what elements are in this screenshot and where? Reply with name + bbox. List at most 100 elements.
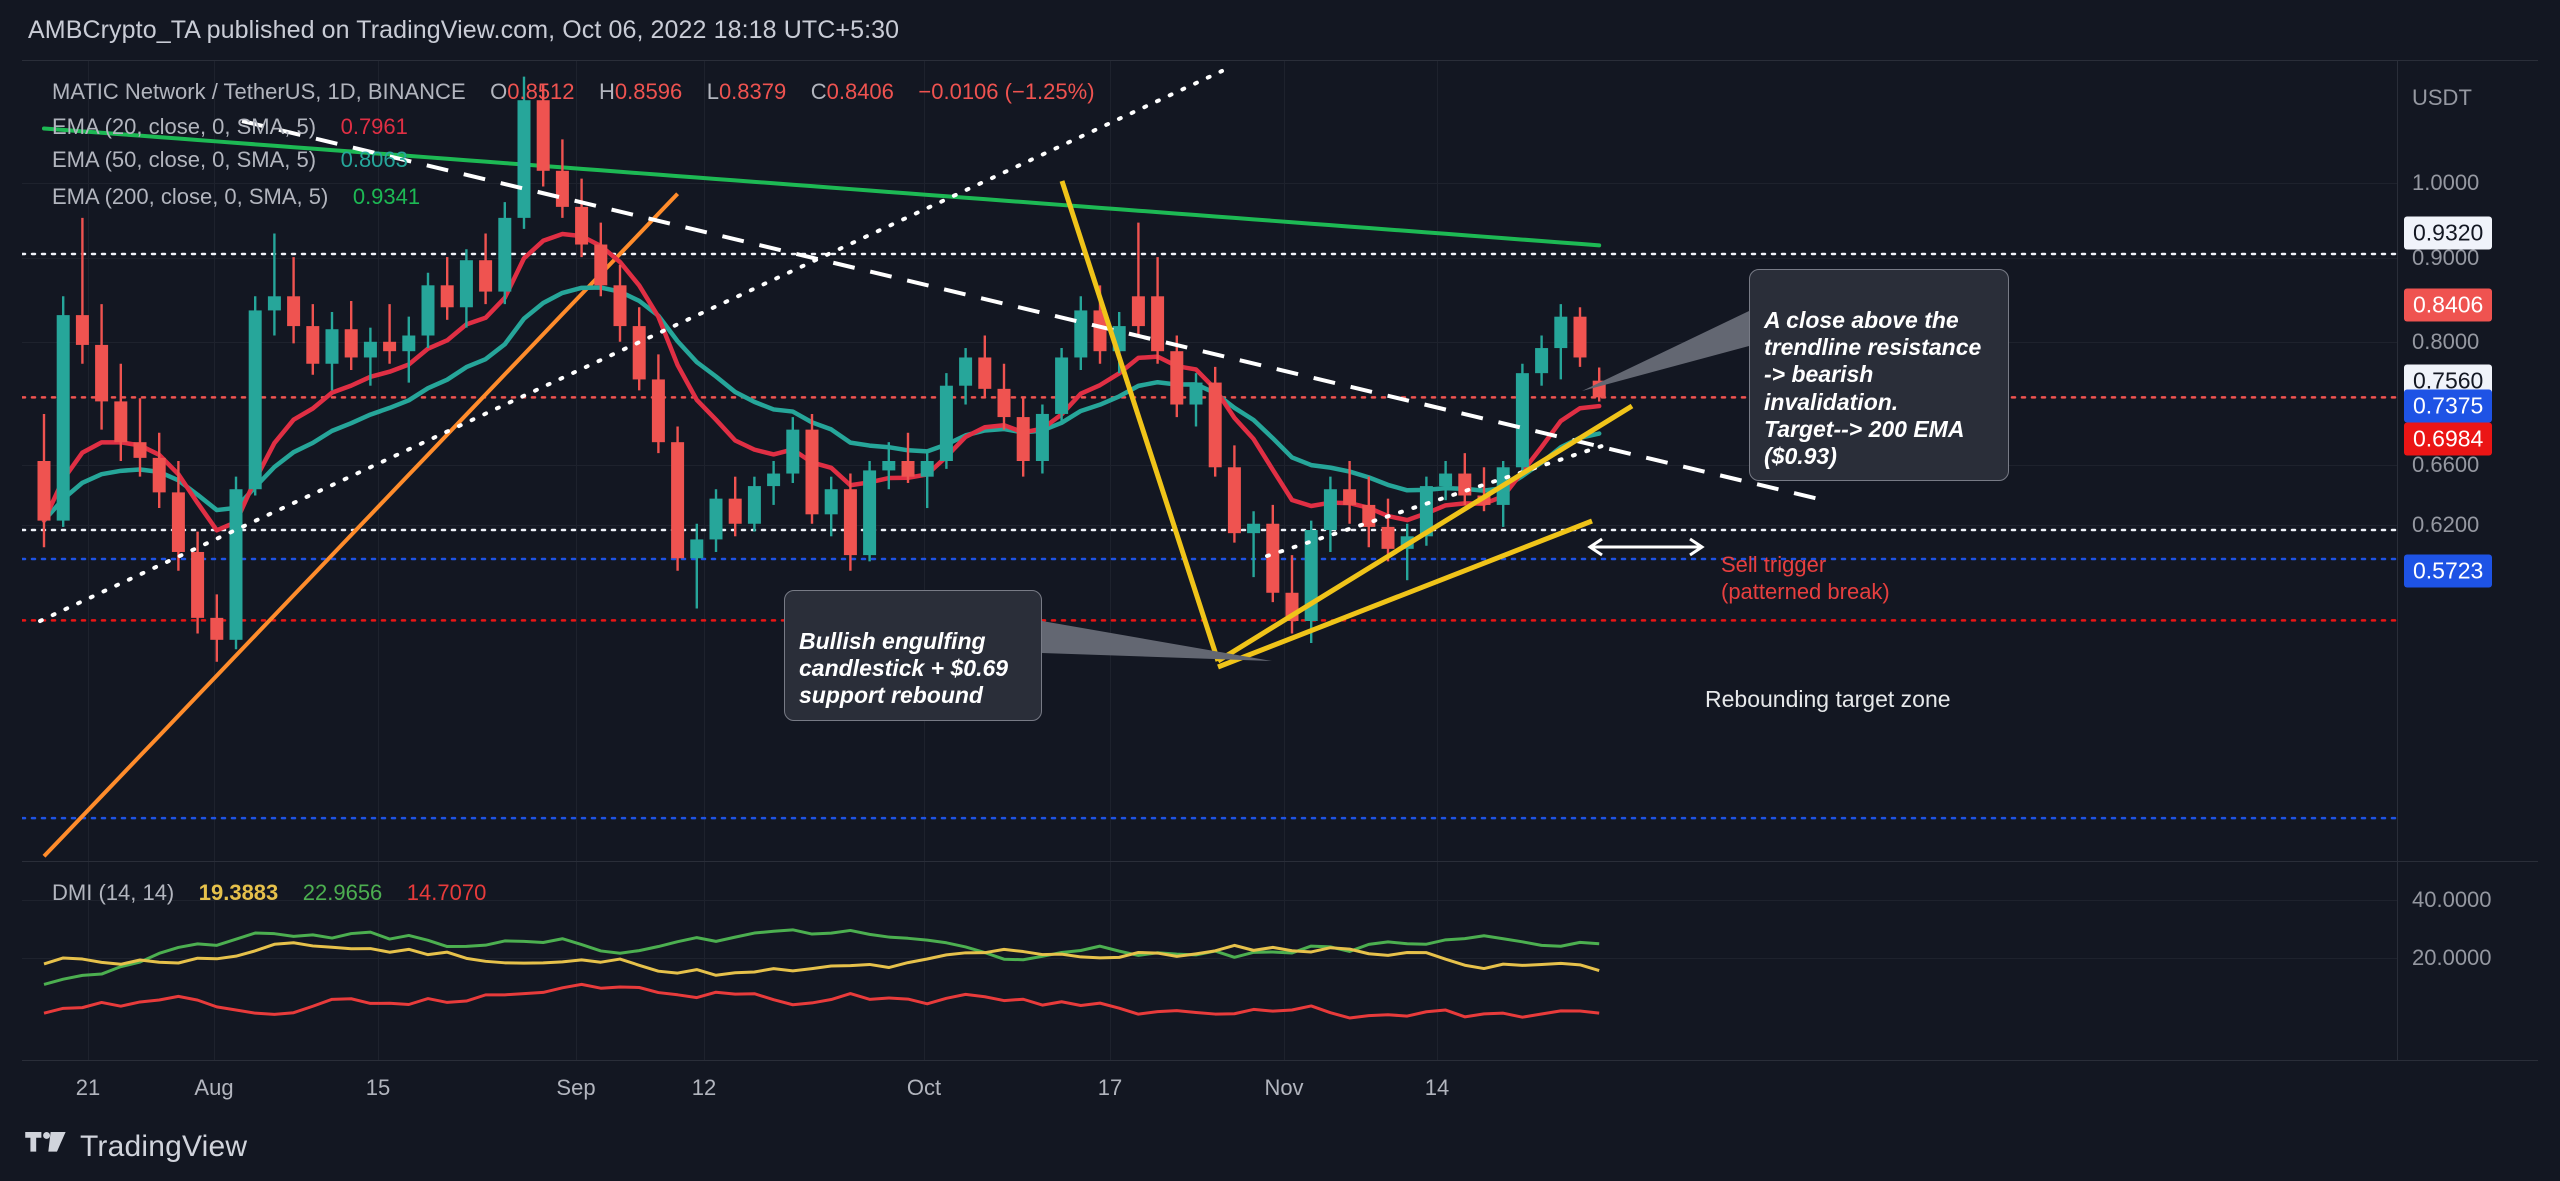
candle-body[interactable] [555,170,569,207]
candle-body[interactable] [1343,489,1357,505]
candle-body[interactable] [939,385,953,461]
candle-body[interactable] [1016,417,1030,461]
dmi-plot-area[interactable] [22,862,2397,1062]
ohlc-close: 0.8406 [826,79,894,104]
level-06984-pill[interactable]: 0.6984 [2404,422,2493,456]
candle-body[interactable] [383,341,397,352]
price-axis[interactable]: USDT 1.0000 0.9000 0.8000 0.6600 0.6200 0.93… [2397,61,2538,861]
candle-body[interactable] [920,461,934,477]
time-axis[interactable]: 21 Aug 15 Sep 12 Oct 17 Nov 14 [22,1060,2538,1119]
candle-body[interactable] [114,401,128,443]
candle-body[interactable] [613,285,627,327]
candle-body[interactable] [1458,473,1472,496]
candle-body[interactable] [191,551,205,618]
candle-body[interactable] [248,310,262,490]
candle-body[interactable] [402,335,416,352]
candle-body[interactable] [997,388,1011,418]
candle-body[interactable] [56,315,70,521]
candle-body[interactable] [325,329,339,364]
candle-body[interactable] [1304,530,1318,621]
candle-body[interactable] [767,473,781,487]
candle-body[interactable] [1419,486,1433,537]
candle-body[interactable] [1535,348,1549,374]
candle-body[interactable] [594,244,608,286]
candle-body[interactable] [287,296,301,327]
candle-body[interactable] [479,260,493,292]
candle-body[interactable] [786,429,800,474]
candle-body[interactable] [267,296,281,311]
candle-body[interactable] [863,470,877,556]
candle-body[interactable] [1131,296,1145,327]
candle-body[interactable] [229,489,243,640]
candle-body[interactable] [1189,382,1203,405]
gridline-vertical [1284,862,1285,1062]
candle-body[interactable] [1151,296,1165,352]
level-07375-pill[interactable]: 0.7375 [2404,389,2493,423]
candle-body[interactable] [843,489,857,556]
candle-body[interactable] [363,341,377,358]
candle-body[interactable] [133,442,147,458]
candle-body[interactable] [882,461,896,471]
ema200-legend[interactable]: EMA (200, close, 0, SMA, 5) 0.9341 [52,186,420,208]
candle-body[interactable] [1227,467,1241,534]
candle-body[interactable] [824,489,838,515]
symbol-title: MATIC Network / TetherUS, 1D, BINANCE [52,79,466,104]
candle-body[interactable] [1093,310,1107,352]
candle-body[interactable] [1035,413,1049,461]
candle-body[interactable] [536,100,550,171]
candle-body[interactable] [978,357,992,389]
callout-bearish-invalidation[interactable]: A close above the trendline resistance -… [1749,269,2009,481]
candle-body[interactable] [1208,382,1222,468]
candle-body[interactable] [575,206,589,245]
level-05723-pill[interactable]: 0.5723 [2404,554,2493,588]
candle-body[interactable] [152,457,166,493]
ema20-legend[interactable]: EMA (20, close, 0, SMA, 5) 0.7961 [52,116,408,138]
candle-body[interactable] [1362,504,1376,527]
candle-body[interactable] [1074,310,1088,358]
candle-body[interactable] [1515,373,1529,468]
dmi-pane[interactable]: DMI (14, 14) 19.3883 22.9656 14.7070 40.… [22,861,2538,1062]
last-price-pill[interactable]: 0.8406 [2404,288,2493,322]
dmi-legend[interactable]: DMI (14, 14) 19.3883 22.9656 14.7070 [52,880,486,906]
candle-body[interactable] [1381,526,1395,549]
candle-body[interactable] [306,326,320,364]
candle-body[interactable] [959,357,973,386]
candle-body[interactable] [901,461,915,477]
main-price-pane[interactable]: MATIC Network / TetherUS, 1D, BINANCE O0… [22,61,2538,861]
symbol-legend[interactable]: MATIC Network / TetherUS, 1D, BINANCE O0… [52,81,1095,103]
candle-body[interactable] [690,539,704,559]
candle-body[interactable] [421,285,435,336]
candle-body[interactable] [1323,489,1337,531]
candle-body[interactable] [1477,495,1491,505]
candle-body[interactable] [1573,316,1587,358]
candle-body[interactable] [171,492,185,552]
candle-body[interactable] [1439,473,1453,487]
callout-bullish-engulfing[interactable]: Bullish engulfing candlestick + $0.69 su… [784,590,1042,721]
candle-body[interactable] [709,498,723,540]
candle-body[interactable] [1055,357,1069,414]
price-plot-area[interactable] [22,61,2397,861]
candle-body[interactable] [747,486,761,524]
candle-body[interactable] [651,379,665,443]
candle-body[interactable] [1266,523,1280,593]
candle-body[interactable] [517,100,531,218]
candle-body[interactable] [728,498,742,524]
candle-body[interactable] [671,442,685,559]
candle-body[interactable] [1554,316,1568,349]
ema200-price-pill[interactable]: 0.9320 [2404,216,2493,250]
candle-body[interactable] [498,217,512,292]
candle-body[interactable] [95,344,109,402]
candle-body[interactable] [805,429,819,515]
candle-body[interactable] [1170,351,1184,405]
ema50-legend[interactable]: EMA (50, close, 0, SMA, 5) 0.8063 [52,149,408,171]
candle-body[interactable] [1247,523,1261,534]
candle-body[interactable] [37,461,51,521]
candle-body[interactable] [344,329,358,358]
candle-body[interactable] [632,326,646,380]
dmi-axis[interactable]: 40.0000 20.0000 [2397,862,2538,1062]
tradingview-logo[interactable]: TradingView [25,1130,247,1164]
candle-body[interactable] [459,260,473,308]
candle-body[interactable] [440,285,454,308]
candle-body[interactable] [75,315,89,345]
candle-body[interactable] [210,617,224,640]
